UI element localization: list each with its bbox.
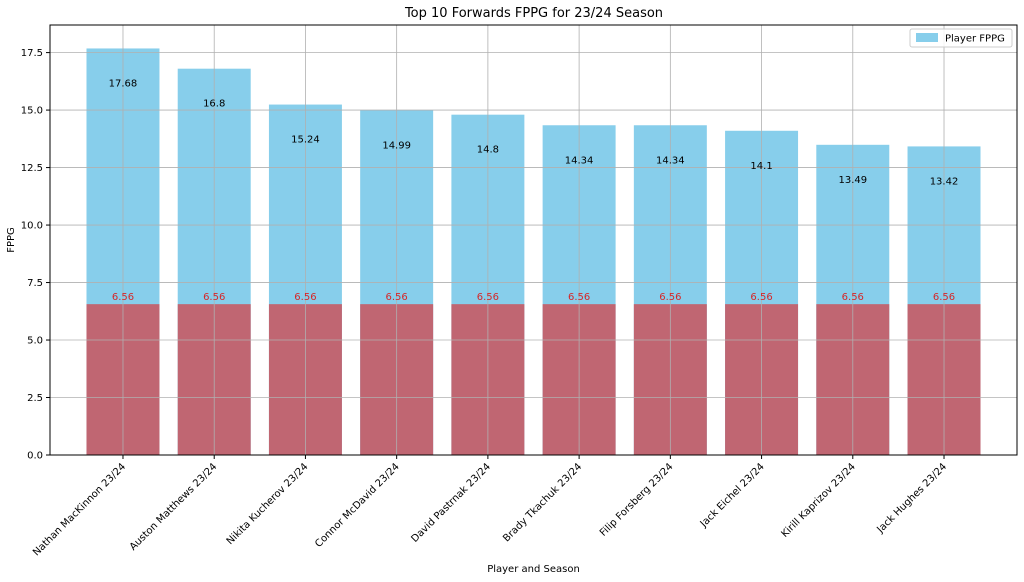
y-tick-label: 12.5 <box>21 163 43 174</box>
legend: Player FPPG <box>909 28 1013 48</box>
value-label-baseline: 6.56 <box>750 292 772 303</box>
x-tick-label: Connor McDavid 23/24 <box>313 461 402 550</box>
chart-title: Top 10 Forwards FPPG for 23/24 Season <box>404 6 663 21</box>
x-axis-label: Player and Season <box>487 564 580 575</box>
value-label-baseline: 6.56 <box>386 292 408 303</box>
x-tick-label: Nathan MacKinnon 23/24 <box>31 461 128 558</box>
value-label-player-fppg: 14.34 <box>656 155 685 166</box>
x-tick-label: Filip Forsberg 23/24 <box>598 461 675 538</box>
plot-frame <box>49 24 1018 456</box>
x-axis: Nathan MacKinnon 23/24 Auston Matthews 23… <box>31 455 949 558</box>
value-label-player-fppg: 14.34 <box>565 155 594 166</box>
value-label-baseline: 6.56 <box>659 292 681 303</box>
value-label-baseline: 6.56 <box>933 292 955 303</box>
value-label-player-fppg: 13.49 <box>838 175 867 186</box>
value-label-baseline: 6.56 <box>842 292 864 303</box>
value-label-player-fppg: 14.8 <box>477 145 499 156</box>
legend-swatch-player-fppg <box>916 33 938 42</box>
value-label-player-fppg: 17.68 <box>109 78 138 89</box>
x-tick-label: Brady Tkachuk 23/24 <box>501 461 584 544</box>
legend-label-player-fppg: Player FPPG <box>945 34 1005 45</box>
x-tick-label: Jack Eichel 23/24 <box>698 461 767 530</box>
value-label-baseline: 6.56 <box>294 292 316 303</box>
y-tick-label: 5.0 <box>27 336 43 347</box>
y-tick-label: 10.0 <box>21 221 43 232</box>
y-tick-label: 2.5 <box>27 393 43 404</box>
x-tick-label: David Pastrnak 23/24 <box>410 461 494 545</box>
y-axis-label: FPPG <box>6 227 17 253</box>
x-tick-label: Auston Matthews 23/24 <box>128 461 220 553</box>
value-label-player-fppg: 14.1 <box>750 161 772 172</box>
y-axis: 0.0 2.5 5.0 7.5 10.0 12.5 15.0 17.5 <box>21 48 50 462</box>
value-label-player-fppg: 13.42 <box>930 176 959 187</box>
y-tick-label: 17.5 <box>21 48 43 59</box>
value-label-baseline: 6.56 <box>112 292 134 303</box>
value-label-baseline: 6.56 <box>568 292 590 303</box>
value-label-player-fppg: 16.8 <box>203 99 225 110</box>
value-label-player-fppg: 15.24 <box>291 135 320 146</box>
y-tick-label: 0.0 <box>27 451 43 462</box>
x-tick-label: Kirill Kaprizov 23/24 <box>779 461 857 539</box>
value-label-baseline: 6.56 <box>477 292 499 303</box>
value-label-player-fppg: 14.99 <box>382 140 411 151</box>
y-tick-label: 15.0 <box>21 106 43 117</box>
y-tick-label: 7.5 <box>27 278 43 289</box>
x-tick-label: Nikita Kucherov 23/24 <box>225 461 311 547</box>
x-tick-label: Jack Hughes 23/24 <box>875 461 950 536</box>
value-label-baseline: 6.56 <box>203 292 225 303</box>
bar-labels: 17.68 6.56 16.8 6.56 15.24 6.56 14.99 6.56 14.8 6… <box>109 78 959 303</box>
